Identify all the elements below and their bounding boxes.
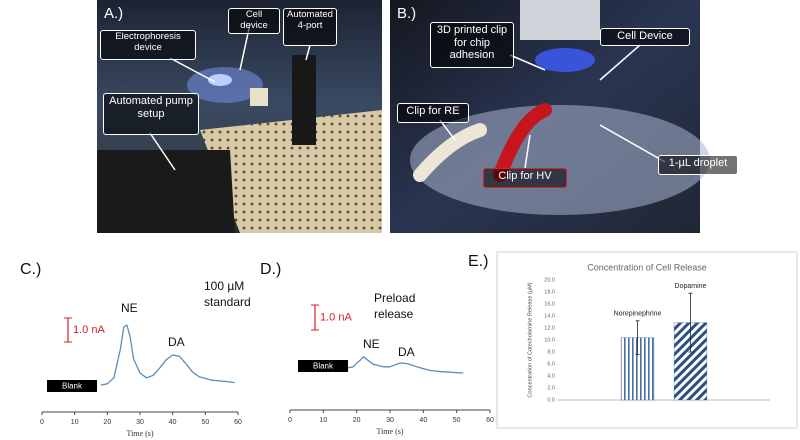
x-tick-label: 30	[136, 419, 144, 426]
y-tick-label: 0.0	[547, 397, 555, 403]
y-axis-label: Concentration of Catecholamine Release (…	[527, 282, 533, 397]
panel-label: D.)	[260, 261, 281, 278]
y-tick-label: 12.0	[544, 325, 555, 331]
bar-label: Dopamine	[675, 283, 707, 290]
x-tick-label: 50	[453, 417, 461, 424]
photo-label: Electrophoresis device	[100, 30, 196, 60]
scale-bar-label: 1.0 nA	[320, 311, 352, 323]
photo-label: Clip for RE	[397, 103, 469, 123]
x-tick-label: 40	[419, 417, 427, 424]
x-axis-label: Time (s)	[126, 429, 153, 438]
y-tick-label: 2.0	[547, 385, 555, 391]
blank-label: Blank	[313, 362, 334, 371]
x-tick-label: 0	[288, 417, 292, 424]
y-tick-label: 16.0	[544, 301, 555, 307]
panel-label: C.)	[20, 261, 41, 278]
blank-label: Blank	[62, 382, 83, 391]
y-tick-label: 14.0	[544, 313, 555, 319]
panel-label: B.)	[397, 5, 416, 22]
photo-label: Cell device	[228, 8, 280, 34]
x-tick-label: 20	[103, 419, 111, 426]
photo-label: Cell Device	[600, 28, 690, 46]
scale-bar-label: 1.0 nA	[73, 324, 105, 336]
annotation: DA	[168, 335, 185, 349]
x-tick-label: 10	[319, 417, 327, 424]
y-tick-label: 18.0	[544, 289, 555, 295]
photo-label: Automated 4-port	[283, 8, 337, 46]
y-tick-label: 6.0	[547, 361, 555, 367]
photo-label: Clip for HV	[483, 168, 567, 188]
y-tick-label: 4.0	[547, 373, 555, 379]
chart-title: Concentration of Cell Release	[587, 262, 707, 272]
x-axis-label: Time (s)	[376, 427, 403, 436]
x-tick-label: 50	[201, 419, 209, 426]
annotation: NE	[121, 301, 138, 315]
y-tick-label: 10.0	[544, 337, 555, 343]
x-tick-label: 0	[40, 419, 44, 426]
blank-box	[47, 380, 97, 392]
panel-label: E.)	[468, 253, 488, 270]
annotation: 100 µM standard	[204, 279, 251, 310]
blank-box	[298, 360, 348, 372]
photo-label: 1-µL droplet	[658, 155, 738, 175]
annotation: DA	[398, 345, 415, 359]
y-tick-label: 20.0	[544, 277, 555, 283]
x-tick-label: 60	[486, 417, 494, 424]
x-tick-label: 20	[353, 417, 361, 424]
x-tick-label: 30	[386, 417, 394, 424]
trace	[346, 356, 464, 374]
y-tick-label: 8.0	[547, 349, 555, 355]
trace	[100, 324, 235, 386]
annotation: NE	[363, 337, 380, 351]
panel-label: A.)	[104, 5, 123, 22]
x-tick-label: 10	[71, 419, 79, 426]
photo-label: Automated pump setup	[103, 93, 199, 135]
photo-label: 3D printed clip for chip adhesion	[430, 22, 514, 68]
annotation: Preload release	[374, 291, 416, 322]
bar-label: Norepinephrine	[614, 311, 662, 318]
x-tick-label: 40	[169, 419, 177, 426]
x-tick-label: 60	[234, 419, 242, 426]
